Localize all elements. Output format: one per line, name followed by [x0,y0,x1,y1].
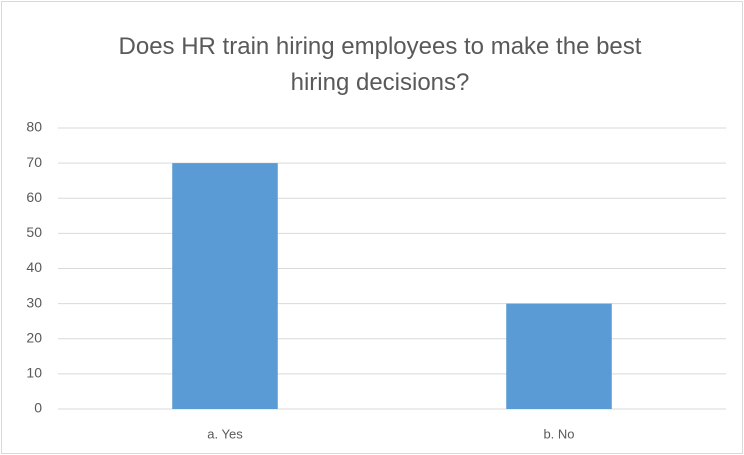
chart-title-line: Does HR train hiring employees to make t… [119,33,642,60]
y-tick-label: 50 [26,224,42,240]
chart-title: Does HR train hiring employees to make t… [119,33,642,96]
y-tick-label: 0 [34,400,42,416]
bar [506,303,612,409]
y-tick-label: 20 [26,329,42,345]
y-tick-label: 60 [26,189,42,205]
y-tick-label: 40 [26,259,42,275]
x-tick-label: a. Yes [207,426,243,441]
y-tick-label: 70 [26,154,42,170]
y-tick-label: 30 [26,294,42,310]
y-tick-label: 10 [26,365,42,381]
x-tick-label: b. No [543,426,574,441]
bar [172,163,278,409]
y-tick-label: 80 [26,119,42,135]
chart-title-line: hiring decisions? [291,69,470,96]
